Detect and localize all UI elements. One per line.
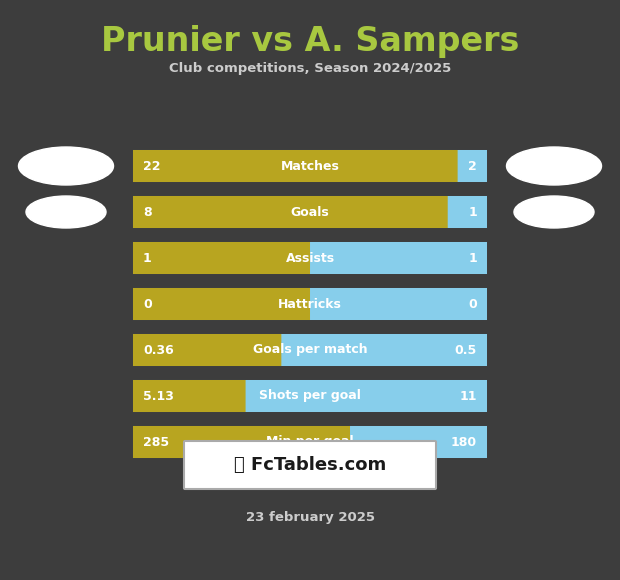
Text: 285: 285 [143, 436, 169, 448]
FancyBboxPatch shape [133, 288, 310, 320]
Ellipse shape [26, 196, 106, 228]
Text: 11: 11 [459, 390, 477, 403]
Text: 23 february 2025: 23 february 2025 [246, 512, 374, 524]
FancyBboxPatch shape [133, 426, 487, 458]
Text: Matches: Matches [281, 160, 339, 172]
Text: Min per goal: Min per goal [266, 436, 354, 448]
Text: Prunier vs A. Sampers: Prunier vs A. Sampers [101, 25, 519, 58]
FancyBboxPatch shape [133, 196, 448, 228]
FancyBboxPatch shape [133, 334, 487, 366]
FancyBboxPatch shape [133, 380, 246, 412]
Text: Goals per match: Goals per match [253, 343, 367, 357]
FancyBboxPatch shape [133, 288, 487, 320]
Text: Shots per goal: Shots per goal [259, 390, 361, 403]
FancyBboxPatch shape [133, 426, 350, 458]
Text: Goals: Goals [291, 205, 329, 219]
Text: 180: 180 [451, 436, 477, 448]
Text: 0.5: 0.5 [454, 343, 477, 357]
Ellipse shape [507, 147, 601, 185]
FancyBboxPatch shape [133, 196, 487, 228]
Text: 22: 22 [143, 160, 161, 172]
Ellipse shape [19, 147, 113, 185]
Text: 0: 0 [468, 298, 477, 310]
Text: 1: 1 [143, 252, 152, 264]
Text: 0.36: 0.36 [143, 343, 174, 357]
Text: 0: 0 [143, 298, 152, 310]
Text: 1: 1 [468, 252, 477, 264]
FancyBboxPatch shape [184, 441, 436, 489]
FancyBboxPatch shape [133, 150, 458, 182]
Text: Assists: Assists [285, 252, 335, 264]
Text: Club competitions, Season 2024/2025: Club competitions, Season 2024/2025 [169, 62, 451, 75]
FancyBboxPatch shape [133, 334, 281, 366]
FancyBboxPatch shape [133, 242, 487, 274]
FancyBboxPatch shape [133, 150, 487, 182]
Text: 2: 2 [468, 160, 477, 172]
FancyBboxPatch shape [133, 380, 487, 412]
Text: 📊 FcTables.com: 📊 FcTables.com [234, 456, 386, 474]
Text: 5.13: 5.13 [143, 390, 174, 403]
Text: Hattricks: Hattricks [278, 298, 342, 310]
Text: 8: 8 [143, 205, 152, 219]
Ellipse shape [514, 196, 594, 228]
Text: 1: 1 [468, 205, 477, 219]
FancyBboxPatch shape [133, 242, 310, 274]
